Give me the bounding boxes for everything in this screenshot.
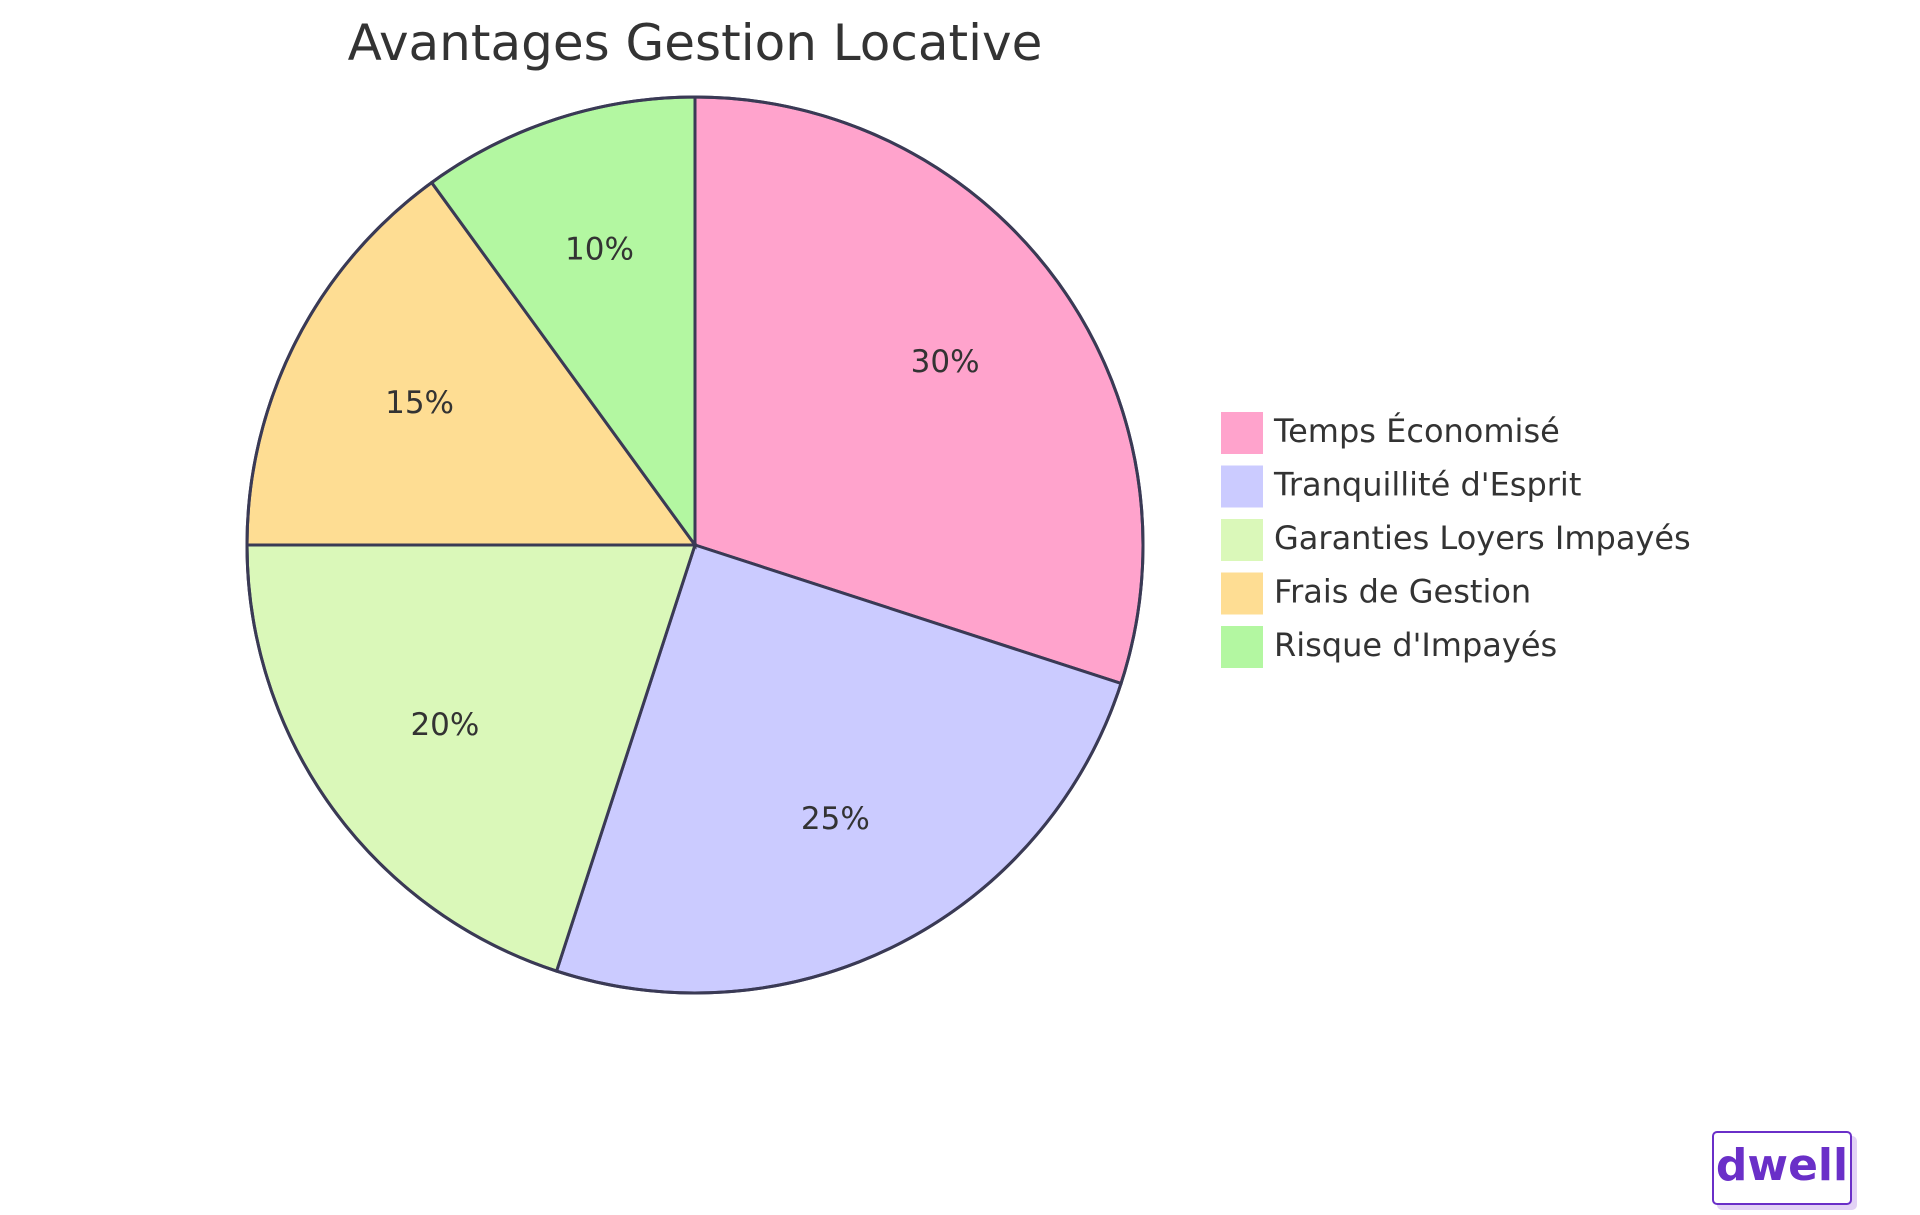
slice-value-label: 10% [565,232,634,268]
legend-label: Temps Économisé [1273,412,1560,450]
pie-slice-labels: 30% 25% 20% 15% 10% [385,232,979,837]
dwell-logo-text: dwell [1715,1140,1849,1191]
pie-slices [245,95,1145,995]
legend-swatch [1219,517,1265,563]
legend-label: Frais de Gestion [1274,573,1531,611]
legend-swatch [1219,410,1265,456]
slice-value-label: 20% [410,707,479,743]
legend-label: Tranquillité d'Esprit [1273,466,1581,504]
slice-value-label: 15% [385,385,454,421]
slice-value-label: 25% [801,801,870,837]
legend-swatch [1219,624,1265,670]
legend-label: Garanties Loyers Impayés [1274,519,1691,557]
legend-swatch [1219,570,1265,617]
legend-label: Risque d'Impayés [1274,626,1557,664]
pie-outline [245,95,1145,995]
chart-title: Avantages Gestion Locative [348,14,1043,72]
legend-swatch [1219,463,1265,510]
dwell-logo: dwell [1712,1131,1852,1205]
slice-value-label: 30% [911,344,980,380]
legend: Temps Économisé Tranquillité d'Esprit Gara… [1219,410,1691,670]
